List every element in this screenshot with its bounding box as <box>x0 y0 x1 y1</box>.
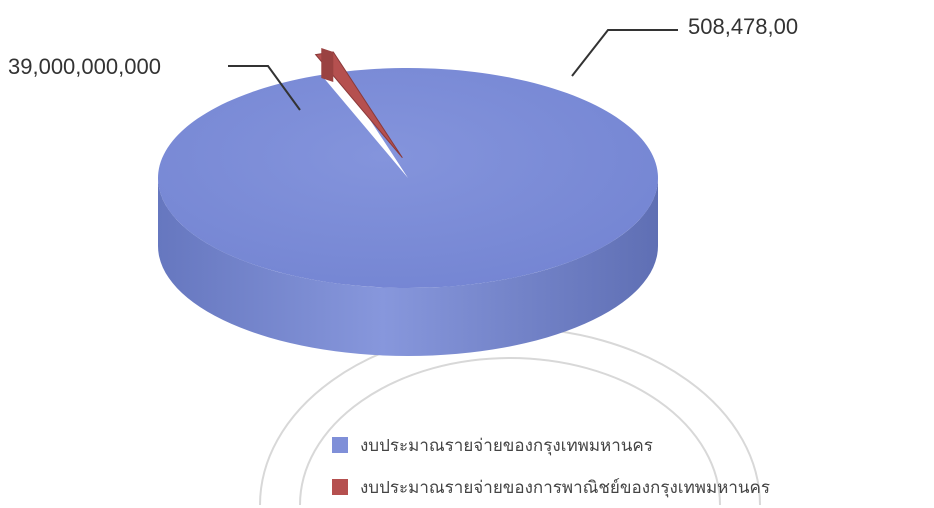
pie-top-face <box>157 48 658 288</box>
leader-line-city-budget <box>228 65 301 111</box>
legend-label-city-budget: งบประมาณรายจ่ายของกรุงเทพมหานคร <box>360 435 653 456</box>
legend-swatch-commerce-budget <box>332 479 348 495</box>
pie-slice-commerce-budget-side <box>321 48 334 83</box>
pie-side-surface <box>158 178 658 356</box>
pie-side-wall <box>158 178 658 356</box>
legend-label-commerce-budget: งบประมาณรายจ่ายของการพาณิชย์ของกรุงเทพมห… <box>360 477 771 498</box>
legend: งบประมาณรายจ่ายของกรุงเทพมหานคร งบประมาณ… <box>332 424 770 508</box>
data-label-city-budget: 39,000,000,000 <box>8 54 161 79</box>
legend-item-commerce-budget: งบประมาณรายจ่ายของการพาณิชย์ของกรุงเทพมห… <box>332 466 770 508</box>
legend-swatch-city-budget <box>332 437 348 453</box>
data-label-commerce-budget: 508,478,00 <box>688 14 799 39</box>
leader-line-commerce-budget <box>571 29 678 77</box>
legend-item-city-budget: งบประมาณรายจ่ายของกรุงเทพมหานคร <box>332 424 770 466</box>
pie-slice-city-budget <box>157 68 658 288</box>
leader-lines <box>228 29 678 111</box>
